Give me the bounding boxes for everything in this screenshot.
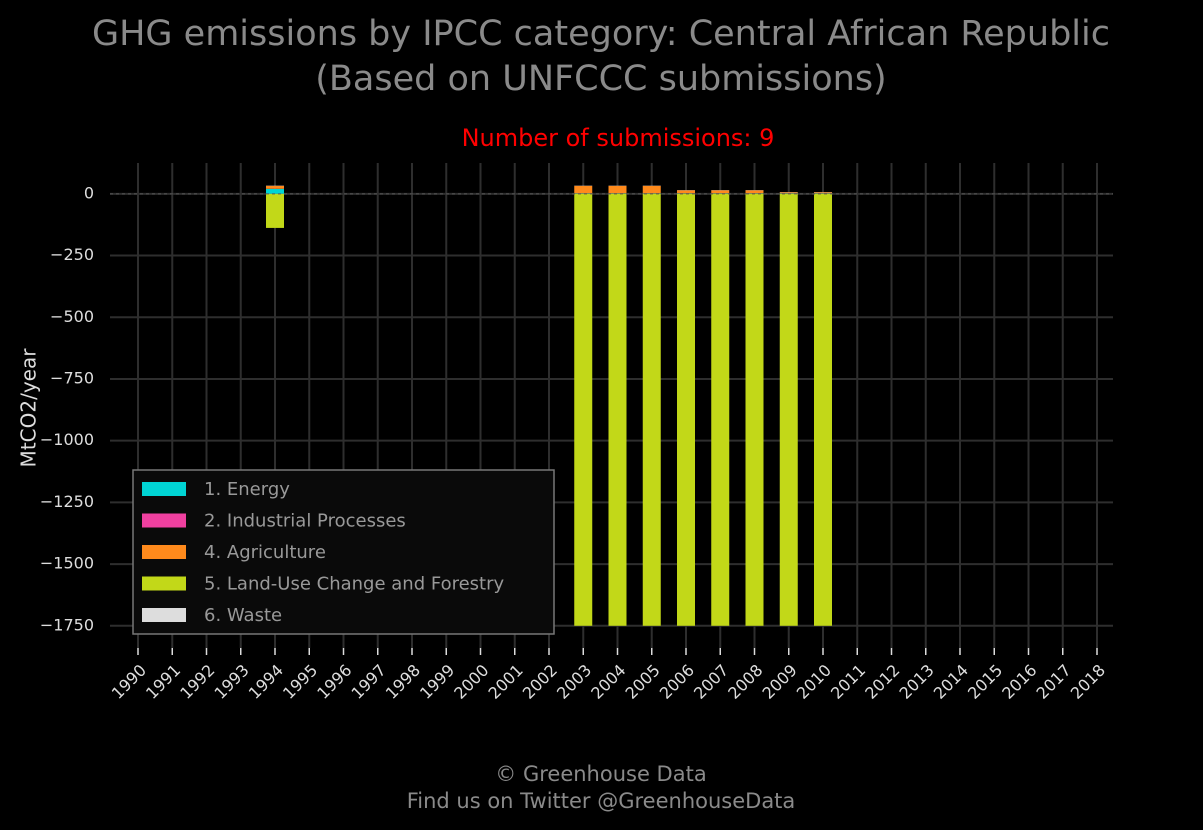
footer: © Greenhouse Data [495, 762, 706, 786]
bar-segment [779, 192, 798, 194]
bar-segment [642, 185, 661, 194]
annotation: Number of submissions: 9 [462, 124, 775, 152]
footer: Find us on Twitter @GreenhouseData [407, 789, 796, 813]
y-tick-label: 0 [84, 183, 94, 202]
bar-segment [745, 190, 764, 194]
legend-swatch [142, 576, 186, 591]
bar-segment [711, 193, 730, 626]
y-axis-label: MtCO2/year [17, 348, 41, 468]
bar-segment [608, 185, 627, 194]
legend-swatch [142, 482, 186, 496]
bar-segment [266, 188, 284, 194]
legend-label: 5. Land-Use Change and Forestry [204, 574, 504, 595]
bar-segment [814, 192, 832, 194]
y-tick-label: −500 [50, 307, 94, 326]
bar-segment [642, 193, 661, 626]
legend-swatch [142, 545, 186, 559]
bar-segment [814, 193, 832, 626]
bar-segment [574, 185, 593, 194]
legend-label: 1. Energy [204, 479, 290, 500]
bar-segment [677, 193, 695, 626]
y-tick-label: −1000 [40, 430, 94, 449]
y-tick-label: −1750 [40, 615, 94, 634]
bar-segment [266, 185, 284, 189]
bar-segment [266, 193, 284, 228]
y-tick-label: −250 [50, 245, 94, 264]
legend-label: 4. Agriculture [204, 542, 326, 563]
bar-segment [608, 193, 627, 626]
legend-box [132, 469, 555, 635]
legend: 1. Energy 2. Industrial Processes 4. Agric… [132, 469, 555, 635]
legend-label: 6. Waste [204, 605, 282, 626]
chart-subtitle: (Based on UNFCCC submissions) [315, 59, 886, 99]
bar-segment [779, 193, 798, 626]
y-tick-label: −1500 [40, 554, 94, 573]
legend-label: 2. Industrial Processes [204, 511, 406, 532]
legend-swatch [142, 513, 186, 528]
y-tick-label: −750 [50, 368, 94, 387]
bar-segment [745, 193, 764, 626]
bar-segment [711, 190, 730, 194]
bar-segment [574, 193, 593, 626]
y-tick-label: −1250 [40, 492, 94, 511]
chart-title: GHG emissions by IPCC category: Central … [92, 14, 1110, 54]
legend-swatch [142, 608, 186, 622]
bar-segment [677, 190, 695, 194]
